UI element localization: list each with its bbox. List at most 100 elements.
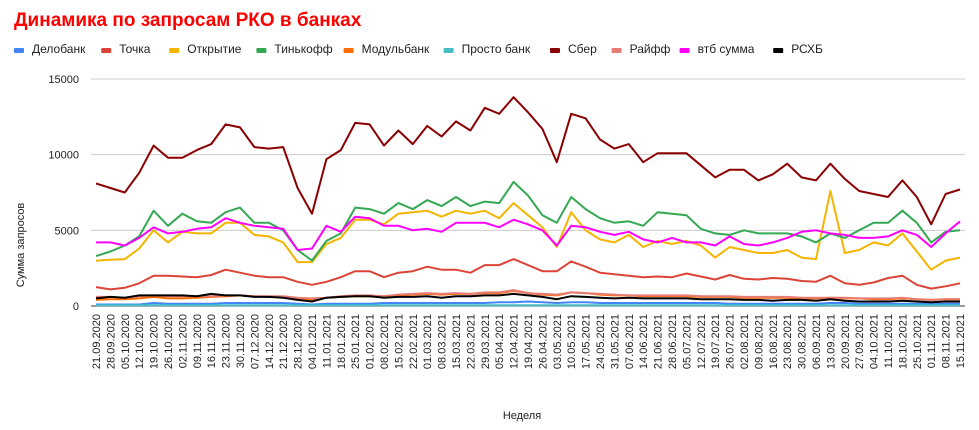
legend-swatch-рсхб	[773, 48, 784, 53]
x-tick-label: 23.11.2020	[221, 314, 233, 368]
legend-label-делобанк: Делобанк	[32, 42, 86, 56]
x-tick-label: 27.09.2021	[854, 314, 866, 369]
x-tick-label: 18.10.2021	[897, 314, 909, 369]
x-tick-label: 13.09.2021	[825, 314, 837, 369]
legend-swatch-модульбанк	[343, 48, 354, 53]
x-tick-label: 07.12.2020	[249, 314, 261, 369]
x-tick-label: 05.10.2020	[120, 314, 132, 369]
x-tick-label: 30.11.2020	[235, 314, 247, 368]
x-tick-label: 04.01.2021	[307, 314, 319, 369]
chart-title: Динамика по запросам РКО в банках	[14, 10, 362, 31]
series-line-точка	[95, 258, 961, 291]
x-tick-label: 06.09.2021	[811, 314, 823, 369]
legend-label-модульбанк: Модульбанк	[362, 42, 430, 56]
y-tick-label: 0	[73, 301, 79, 313]
legend-label-сбер: Сбер	[568, 42, 597, 56]
legend-swatch-тинькофф	[256, 48, 267, 53]
legend: Делобанк Точка Открытие Тинькофф Модульбанк П…	[14, 42, 823, 56]
x-tick-label: 04.10.2021	[869, 314, 881, 369]
x-tick-label: 19.10.2020	[149, 314, 161, 369]
x-tick-label: 21.12.2020	[278, 314, 290, 369]
y-axis-ticks: 0 5000 10000 15000	[48, 74, 79, 313]
x-tick-label: 31.05.2021	[609, 314, 621, 369]
x-tick-label: 29.03.2021	[480, 314, 492, 369]
x-tick-label: 15.11.2021	[955, 314, 967, 368]
x-tick-label: 02.11.2020	[177, 314, 189, 368]
legend-label-тинькофф: Тинькофф	[274, 42, 332, 56]
x-tick-label: 01.03.2021	[422, 314, 434, 369]
x-tick-label: 15.02.2021	[393, 314, 405, 369]
x-tick-label: 11.01.2021	[321, 314, 333, 368]
x-tick-label: 08.11.2021	[941, 314, 953, 368]
series-line-сбер	[95, 96, 961, 226]
legend-label-райфф: Райфф	[630, 42, 671, 56]
x-tick-label: 14.06.2021	[638, 314, 650, 369]
series-lines	[95, 96, 961, 307]
series-line-рсхб	[95, 292, 960, 304]
legend-label-просто-банк: Просто банк	[462, 42, 531, 56]
legend-label-рсхб: РСХБ	[791, 42, 823, 56]
legend-swatch-райфф	[611, 48, 622, 53]
x-tick-label: 08.03.2021	[437, 314, 449, 369]
x-tick-label: 26.07.2021	[725, 314, 737, 369]
legend-swatch-делобанк	[14, 48, 24, 53]
x-tick-label: 23.08.2021	[782, 314, 794, 369]
x-tick-label: 26.04.2021	[537, 314, 549, 369]
x-tick-label: 18.01.2021	[336, 314, 348, 369]
x-tick-label: 17.05.2021	[581, 314, 593, 369]
x-tick-label: 19.04.2021	[523, 314, 535, 369]
x-tick-label: 19.07.2021	[710, 314, 722, 369]
x-tick-label: 12.10.2020	[134, 314, 146, 369]
x-tick-label: 14.12.2020	[264, 314, 276, 369]
legend-swatch-просто-банк	[443, 48, 454, 53]
x-tick-label: 08.02.2021	[379, 314, 391, 369]
x-tick-label: 15.03.2021	[451, 314, 463, 369]
legend-swatch-сбер	[550, 48, 560, 53]
x-tick-label: 10.05.2021	[566, 314, 578, 369]
x-tick-label: 28.09.2020	[105, 314, 117, 369]
x-tick-label: 01.11.2021	[926, 314, 938, 368]
x-tick-label: 09.11.2020	[192, 314, 204, 368]
legend-label-точка: Точка	[119, 42, 151, 56]
x-tick-label: 16.08.2021	[768, 314, 780, 369]
x-tick-label: 21.09.2020	[91, 314, 103, 369]
legend-swatch-точка	[101, 48, 112, 53]
legend-label-втб-сумма: втб сумма	[698, 42, 755, 56]
y-tick-label: 15000	[48, 74, 79, 86]
x-tick-label: 26.10.2020	[163, 314, 175, 369]
x-tick-label: 05.07.2021	[681, 314, 693, 369]
y-axis-title: Сумма запросов	[15, 203, 27, 288]
x-tick-label: 21.06.2021	[653, 314, 665, 369]
x-axis-ticks: 21.09.2020 28.09.2020 05.10.2020 12.10.2020…	[91, 314, 967, 369]
x-tick-label: 01.02.2021	[365, 314, 377, 369]
x-tick-label: 02.08.2021	[739, 314, 751, 369]
x-tick-label: 07.06.2021	[624, 314, 636, 369]
x-axis-title: Неделя	[503, 410, 541, 422]
x-tick-label: 22.03.2021	[465, 314, 477, 369]
legend-label-открытие: Открытие	[187, 42, 242, 56]
x-tick-label: 12.07.2021	[696, 314, 708, 369]
x-tick-label: 30.08.2021	[797, 314, 809, 369]
x-tick-label: 25.01.2021	[350, 314, 362, 369]
series-line-делобанк	[96, 300, 960, 306]
x-tick-label: 22.02.2021	[408, 314, 420, 369]
x-tick-label: 09.08.2021	[753, 314, 765, 369]
series-line-тинькофф	[95, 180, 961, 262]
x-tick-label: 28.12.2020	[293, 314, 305, 369]
x-tick-label: 11.10.2021	[883, 314, 895, 368]
legend-swatch-втб-сумма	[679, 48, 690, 53]
x-tick-label: 05.04.2021	[494, 314, 506, 369]
x-tick-label: 28.06.2021	[667, 314, 679, 369]
y-tick-label: 5000	[55, 225, 79, 237]
x-tick-label: 25.10.2021	[912, 314, 924, 369]
x-tick-label: 16.11.2020	[206, 314, 218, 368]
x-tick-label: 20.09.2021	[840, 314, 852, 369]
x-tick-label: 03.05.2021	[552, 314, 564, 369]
series-line-втб-сумма	[96, 215, 961, 251]
y-tick-label: 10000	[48, 150, 79, 162]
x-tick-label: 12.04.2021	[509, 314, 521, 369]
legend-swatch-открытие	[169, 48, 180, 53]
x-tick-label: 24.05.2021	[595, 314, 607, 369]
